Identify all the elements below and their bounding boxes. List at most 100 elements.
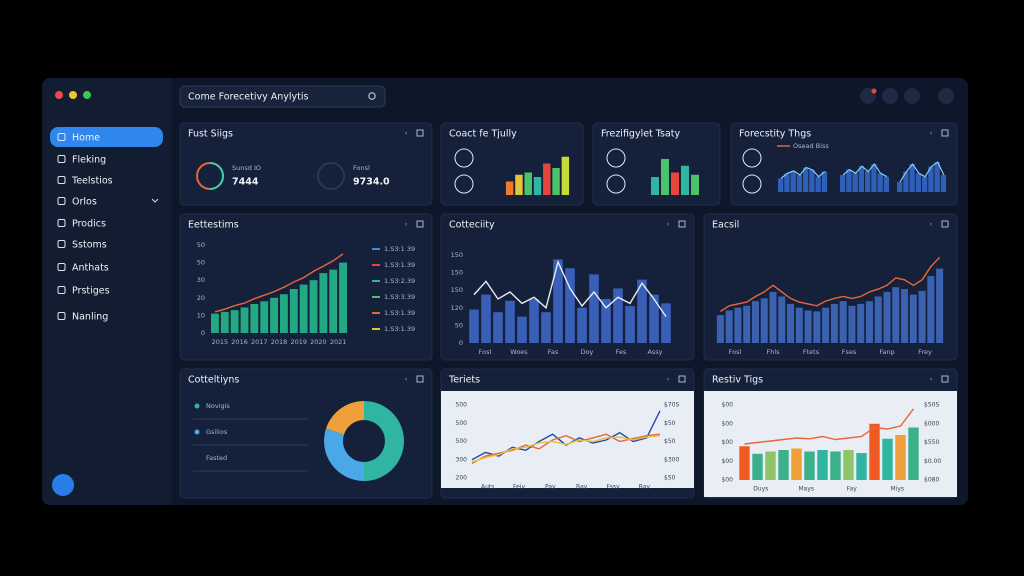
panel-menu: ‹: [930, 129, 933, 137]
bar: [309, 280, 318, 333]
nav-active[interactable]: [50, 127, 163, 147]
panel-button[interactable]: [416, 220, 424, 228]
bar: [830, 303, 838, 343]
bar: [822, 307, 830, 343]
bar: [909, 294, 917, 343]
panel-button[interactable]: [416, 375, 424, 383]
y2-tick-label: $50: [664, 475, 676, 482]
panel-menu: ‹: [930, 375, 933, 383]
icon-button[interactable]: [606, 148, 626, 168]
icon-button[interactable]: [606, 174, 626, 194]
x-tick-label: Pay: [545, 484, 556, 491]
panel-menu: ‹: [667, 220, 670, 228]
bar: [790, 170, 796, 192]
toolbar-button[interactable]: [904, 88, 920, 104]
toolbar-button[interactable]: [882, 88, 898, 104]
bar: [927, 276, 935, 343]
window-dot: [55, 91, 63, 99]
bar: [840, 175, 846, 192]
bar: [803, 167, 809, 192]
icon-button[interactable]: [742, 148, 762, 168]
icon-button[interactable]: [742, 174, 762, 194]
window-dot: [69, 91, 77, 99]
x-tick-label: Fhls: [766, 348, 780, 356]
bar: [661, 303, 671, 343]
bar: [493, 312, 503, 343]
bar: [769, 291, 777, 343]
bar: [319, 273, 328, 333]
kpi-value: 9734.0: [353, 177, 390, 188]
bar: [279, 294, 288, 333]
icon-button[interactable]: [454, 174, 474, 194]
bar: [515, 174, 523, 195]
x-tick-label: 2020: [310, 338, 327, 346]
line: [720, 256, 941, 312]
y-tick-label: 50: [197, 241, 205, 249]
x-tick-label: 2016: [231, 338, 248, 346]
nav-item[interactable]: Fleking: [72, 155, 106, 166]
bar: [874, 296, 882, 343]
bar: [936, 268, 944, 343]
sidebar: [42, 78, 172, 505]
panel-button[interactable]: [941, 129, 949, 137]
nav-item[interactable]: Sstoms: [72, 240, 107, 251]
y-tick-label: 10: [197, 311, 205, 319]
panel-button[interactable]: [678, 375, 686, 383]
bar: [858, 166, 865, 192]
icon-button[interactable]: [454, 148, 474, 168]
x-tick-label: Woes: [510, 348, 528, 356]
panel-title: Teriets: [448, 375, 480, 386]
y-tick-label: $00: [722, 402, 734, 409]
bar: [865, 171, 871, 192]
x-tick-label: Fas: [548, 348, 559, 356]
bar: [541, 312, 551, 343]
fab-button[interactable]: [52, 474, 74, 496]
y2-tick-label: $080: [924, 477, 939, 484]
y-tick-label: $00: [722, 420, 734, 427]
bar: [524, 172, 532, 195]
bar: [289, 289, 298, 333]
bar: [760, 298, 768, 343]
nav-item[interactable]: Teelstios: [71, 176, 113, 187]
bar: [589, 274, 599, 343]
line: [214, 253, 344, 313]
bar: [637, 279, 647, 343]
bar: [561, 156, 570, 195]
bar: [796, 175, 803, 192]
x-tick-label: Fses: [842, 348, 857, 356]
nav-item[interactable]: Prodics: [72, 219, 106, 230]
panel: [179, 122, 433, 206]
nav-item[interactable]: Orlos: [72, 197, 97, 208]
panel-title: Eacsil: [712, 220, 739, 231]
bar: [533, 177, 542, 195]
y-tick-label: 150: [451, 251, 463, 259]
panel-button[interactable]: [416, 129, 424, 137]
nav-icon: [57, 219, 66, 227]
line: [842, 163, 888, 178]
bar: [787, 303, 795, 343]
panel-button[interactable]: [941, 220, 949, 228]
panel-title: Restiv Tigs: [712, 375, 763, 386]
bar: [882, 438, 893, 480]
legend-label: Novigis: [206, 402, 230, 410]
bar: [877, 173, 883, 192]
y2-tick-label: $50: [664, 420, 676, 427]
toolbar-button[interactable]: [938, 88, 954, 104]
nav-item[interactable]: Prstiges: [72, 286, 110, 297]
bar: [739, 446, 750, 480]
nav-icon: [57, 176, 66, 184]
x-tick-label: Fosl: [479, 348, 492, 356]
chevron: [151, 198, 159, 203]
panel-button[interactable]: [678, 220, 686, 228]
bar: [240, 307, 249, 333]
search-box[interactable]: [179, 85, 386, 108]
bar: [529, 299, 539, 343]
nav-item[interactable]: Home: [72, 133, 100, 144]
panel-button[interactable]: [941, 375, 949, 383]
legend-label: 1.S3:1 39: [384, 245, 415, 253]
nav-item[interactable]: Nanling: [72, 312, 108, 323]
kpi-ring-accent: [209, 162, 225, 190]
bar: [691, 174, 699, 195]
x-tick-label: Feiy: [513, 484, 525, 491]
nav-item[interactable]: Anthats: [72, 263, 109, 274]
